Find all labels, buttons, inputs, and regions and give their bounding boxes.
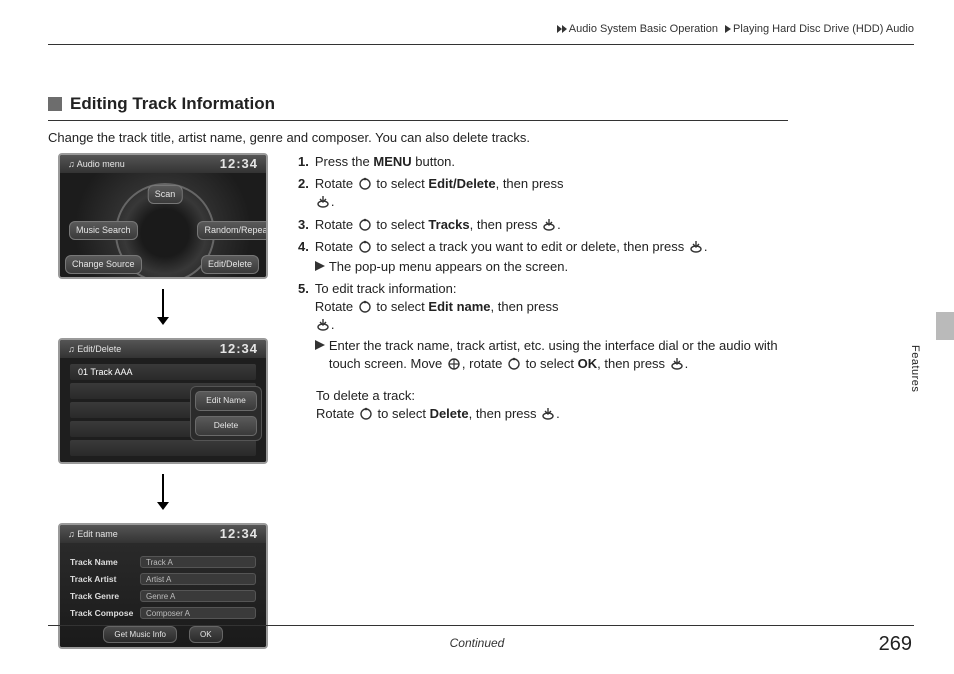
track-row [70,440,256,456]
screen3-title: ♫ Edit name [68,528,118,541]
screen1-title: ♫ Audio menu [68,158,125,171]
screen2-clock: 12:34 [220,340,258,358]
header-rule [48,44,914,45]
screen3-clock: 12:34 [220,525,258,543]
press-icon [316,195,330,209]
intro-text: Change the track title, artist name, gen… [48,129,788,147]
section-tab [936,312,954,340]
down-arrow-icon [156,289,170,330]
breadcrumb-part-1: Audio System Basic Operation [569,23,718,35]
rotate-icon [358,240,372,254]
section-heading: Editing Track Information [48,92,788,121]
screen2-title: ♫ Edit/Delete [68,343,121,356]
field-value: Track A [140,556,256,568]
rotate-icon [358,177,372,191]
screen1-clock: 12:34 [220,155,258,173]
step-3: 3. Rotate to select Tracks, then press . [298,216,788,234]
rotate-icon [358,300,372,314]
menu-edit-delete: Edit/Delete [201,255,259,274]
menu-change-source: Change Source [65,255,142,274]
page-number: 269 [879,630,912,658]
field-label: Track Name [70,557,140,569]
footer-rule [48,625,914,626]
field-label: Track Compose [70,608,140,620]
delete-block: To delete a track: Rotate to select Dele… [316,387,788,423]
press-icon [542,218,556,232]
triangle-icon [315,261,325,271]
press-icon [689,240,703,254]
menu-music-search: Music Search [69,221,138,240]
rotate-icon [359,407,373,421]
popup-menu: Edit Name Delete [190,386,262,441]
move-icon [447,357,461,371]
step-1: 1. Press the MENU button. [298,153,788,171]
popup-delete: Delete [195,416,257,436]
triangle-icon [315,340,325,350]
step-4: 4. Rotate to select a track you want to … [298,238,788,276]
field-value: Composer A [140,607,256,619]
press-icon [670,357,684,371]
screen-edit-delete: ♫ Edit/Delete 12:34 01 Track AAA Edit Na… [58,338,268,464]
screenshots-column: ♫ Audio menu 12:34 Scan Music Search Ran… [48,153,278,649]
field-label: Track Genre [70,591,140,603]
get-music-info-button: Get Music Info [103,626,177,643]
breadcrumb-part-2: Playing Hard Disc Drive (HDD) Audio [733,23,914,35]
footer-continued: Continued [450,635,505,652]
field-label: Track Artist [70,574,140,586]
track-row: 01 Track AAA [70,364,256,380]
heading-square-icon [48,97,62,111]
menu-random-repeat: Random/Repeat [197,221,268,240]
press-icon [541,407,555,421]
step-2: 2. Rotate to select Edit/Delete, then pr… [298,175,788,211]
ok-button: OK [189,626,223,643]
step-5: 5. To edit track information: Rotate to … [298,280,788,373]
field-value: Genre A [140,590,256,602]
down-arrow-icon [156,474,170,515]
field-value: Artist A [140,573,256,585]
menu-scan: Scan [148,185,183,204]
screen-edit-name: ♫ Edit name 12:34 Track NameTrack A Trac… [58,523,268,649]
breadcrumb: Audio System Basic Operation Playing Har… [557,22,914,37]
rotate-icon [358,218,372,232]
rotate-icon [507,357,521,371]
heading-text: Editing Track Information [70,92,275,116]
section-label: Features [907,345,922,392]
popup-edit-name: Edit Name [195,391,257,411]
screen-audio-menu: ♫ Audio menu 12:34 Scan Music Search Ran… [58,153,268,279]
press-icon [316,318,330,332]
